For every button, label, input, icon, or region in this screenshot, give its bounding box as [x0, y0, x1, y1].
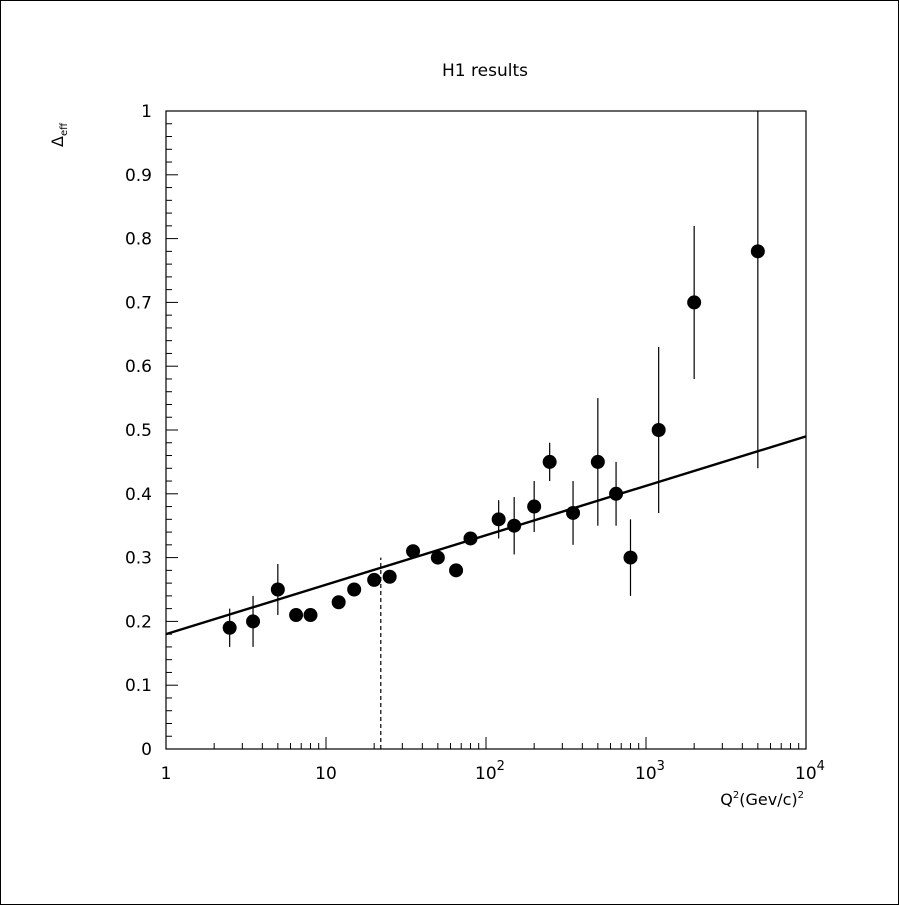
- x-axis-label: Q2(Gev/c)2: [720, 790, 804, 809]
- data-point: [542, 454, 557, 469]
- x-tick-label: 102: [475, 759, 505, 784]
- y-tick-label: 0.5: [125, 421, 152, 441]
- data-point: [687, 295, 702, 310]
- data-point: [331, 595, 346, 610]
- y-tick-label: 0.6: [125, 357, 152, 377]
- data-point: [406, 544, 421, 559]
- data-point: [463, 531, 478, 546]
- data-point: [590, 454, 605, 469]
- data-point: [651, 423, 666, 437]
- data-point: [270, 582, 285, 597]
- y-tick-label: 0.9: [125, 166, 152, 186]
- data-point: [609, 486, 624, 501]
- y-tick-label: 0.8: [125, 230, 152, 250]
- x-tick-label: 104: [795, 759, 825, 784]
- data-point: [347, 582, 362, 597]
- y-tick-label: 1: [141, 102, 152, 122]
- y-tick-label: 0.1: [125, 676, 152, 696]
- data-point: [367, 572, 382, 587]
- y-tick-label: 0.2: [125, 612, 152, 632]
- data-point: [527, 499, 542, 514]
- fit-line: [165, 435, 807, 636]
- data-point: [449, 563, 464, 578]
- data-point: [750, 244, 765, 259]
- chart-title: H1 results: [442, 61, 528, 81]
- y-axis-label: Δeff: [48, 122, 70, 147]
- data-point: [246, 614, 261, 629]
- y-tick-label: 0.4: [125, 485, 152, 505]
- y-axis: 0 0.1 0.2 0.3 0.4 0.5 0.6 0.7 0.8 0.9 1: [125, 102, 178, 760]
- y-tick-label: 0.3: [125, 549, 152, 569]
- data-point: [566, 505, 581, 520]
- data-point: [623, 550, 638, 565]
- y-axis-label-sub: eff: [59, 122, 70, 136]
- data-points: [222, 244, 765, 635]
- x-tick-label: 10: [315, 764, 337, 784]
- data-point: [491, 512, 506, 527]
- x-tick-label: 1: [161, 764, 172, 784]
- y-tick-label: 0: [141, 740, 152, 760]
- x-axis: 1 10 102 103 104: [161, 737, 825, 784]
- data-point: [222, 620, 237, 635]
- data-point: [289, 608, 304, 623]
- x-tick-label: 103: [635, 759, 665, 784]
- y-tick-label: 0.7: [125, 293, 152, 313]
- data-point: [303, 608, 318, 623]
- data-point: [382, 569, 397, 584]
- data-point: [507, 518, 522, 533]
- y-axis-label-main: Δ: [48, 136, 67, 147]
- svg-text:Δeff: Δeff: [48, 122, 70, 147]
- data-point: [430, 550, 445, 565]
- fit-line-path: [165, 435, 807, 636]
